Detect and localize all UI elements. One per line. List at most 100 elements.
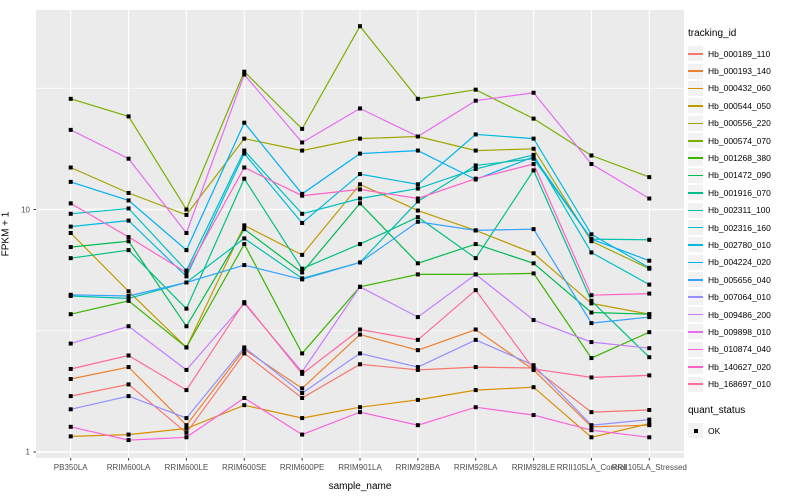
data-point-marker <box>68 424 73 429</box>
data-point-marker <box>589 237 594 242</box>
data-point-marker <box>300 386 305 391</box>
data-point-marker <box>647 265 652 270</box>
data-point-marker <box>415 196 420 201</box>
x-axis-title: sample_name <box>328 481 392 492</box>
legend-key-box <box>688 115 703 131</box>
data-point-marker <box>415 423 420 428</box>
legend-item: Hb_000193_140 <box>688 62 800 79</box>
data-point-marker <box>531 413 536 418</box>
legend-item-label: Hb_002316_160 <box>708 222 771 233</box>
data-point-marker <box>647 373 652 378</box>
data-point-marker <box>126 206 131 211</box>
data-point-marker <box>531 227 536 232</box>
data-point-marker <box>473 132 478 137</box>
legend-item-label: Hb_004224_020 <box>708 257 771 268</box>
legend-key-box <box>688 359 703 375</box>
data-point-marker <box>647 417 652 422</box>
data-point-marker <box>415 348 420 353</box>
legend-item: Hb_001268_380 <box>688 149 800 166</box>
legend-item-label: Hb_002311_100 <box>708 205 771 216</box>
data-point-marker <box>589 250 594 255</box>
data-point-marker <box>415 215 420 220</box>
data-point-marker <box>184 388 189 393</box>
legend-color-line-icon <box>688 87 703 90</box>
legend-item-label: OK <box>708 425 721 436</box>
data-point-marker <box>242 69 247 74</box>
data-point-marker <box>300 140 305 145</box>
data-point-marker <box>473 388 478 393</box>
legend-key-box <box>688 185 703 201</box>
data-point-marker <box>68 201 73 206</box>
legend-item-ok: OK <box>688 422 800 439</box>
data-point-marker <box>68 211 73 216</box>
data-point-marker <box>589 423 594 428</box>
data-point-marker <box>358 362 362 367</box>
data-point-marker <box>184 426 189 431</box>
data-point-marker <box>415 397 420 402</box>
legend-item: Hb_168697_010 <box>688 375 800 392</box>
data-point-marker <box>68 224 73 229</box>
data-point-marker <box>589 232 594 237</box>
data-point-marker <box>184 324 189 329</box>
legend-color-line-icon <box>688 174 703 177</box>
data-point-marker <box>531 261 536 266</box>
legend-color-line-icon <box>688 348 703 351</box>
data-point-marker <box>126 353 131 358</box>
data-point-marker <box>358 260 362 265</box>
data-point-marker <box>473 228 478 233</box>
y-tick-label: 1 <box>25 447 30 457</box>
data-point-marker <box>184 423 189 428</box>
data-point-marker <box>589 410 594 415</box>
legend-item: Hb_140627_020 <box>688 358 800 375</box>
data-point-marker <box>358 24 362 29</box>
data-point-marker <box>126 296 131 301</box>
legend-color-line-icon <box>688 261 703 264</box>
data-point-marker <box>531 168 536 173</box>
data-point-marker <box>589 428 594 433</box>
data-point-marker <box>68 165 73 170</box>
data-point-marker <box>126 365 131 370</box>
data-point-marker <box>647 175 652 180</box>
data-point-marker <box>589 356 594 361</box>
legend-title-quant-status: quant_status <box>688 404 746 416</box>
data-point-marker <box>358 182 362 187</box>
data-point-marker <box>300 220 305 225</box>
data-point-marker <box>68 127 73 132</box>
legend-key-box <box>688 307 703 323</box>
legend-color-line-icon <box>688 313 703 316</box>
legend-item: Hb_009898_010 <box>688 323 800 340</box>
data-point-marker <box>242 345 247 350</box>
data-point-marker <box>242 120 247 125</box>
legend-item-label: Hb_002780_010 <box>708 239 771 250</box>
data-point-marker <box>415 208 420 213</box>
data-point-marker <box>358 187 362 192</box>
data-point-marker <box>358 332 362 337</box>
data-point-marker <box>358 405 362 410</box>
data-point-marker <box>589 375 594 380</box>
data-point-marker <box>531 116 536 121</box>
legend-item: Hb_001916_070 <box>688 184 800 201</box>
data-point-marker <box>242 236 247 241</box>
legend-key-box <box>688 237 703 253</box>
data-point-marker <box>473 288 478 293</box>
data-point-marker <box>184 367 189 372</box>
y-tick-label: 10 <box>21 205 30 214</box>
data-point-marker <box>415 96 420 101</box>
data-point-marker <box>126 190 131 195</box>
data-point-marker <box>415 199 420 204</box>
data-point-marker <box>415 337 420 342</box>
data-point-marker <box>358 136 362 141</box>
legend-color-line-icon <box>688 122 703 125</box>
data-point-marker <box>242 263 247 268</box>
legend-color-line-icon <box>688 366 703 368</box>
legend-key-box <box>688 46 703 62</box>
data-point-marker <box>473 256 478 261</box>
legend-color-line-icon <box>688 279 703 281</box>
x-tick-label: RRII105LA_Control <box>556 463 627 472</box>
legend-item: Hb_002316_160 <box>688 219 800 236</box>
data-point-marker <box>126 394 131 399</box>
data-point-marker <box>68 245 73 250</box>
data-point-marker <box>415 186 420 191</box>
data-point-marker <box>184 345 189 350</box>
